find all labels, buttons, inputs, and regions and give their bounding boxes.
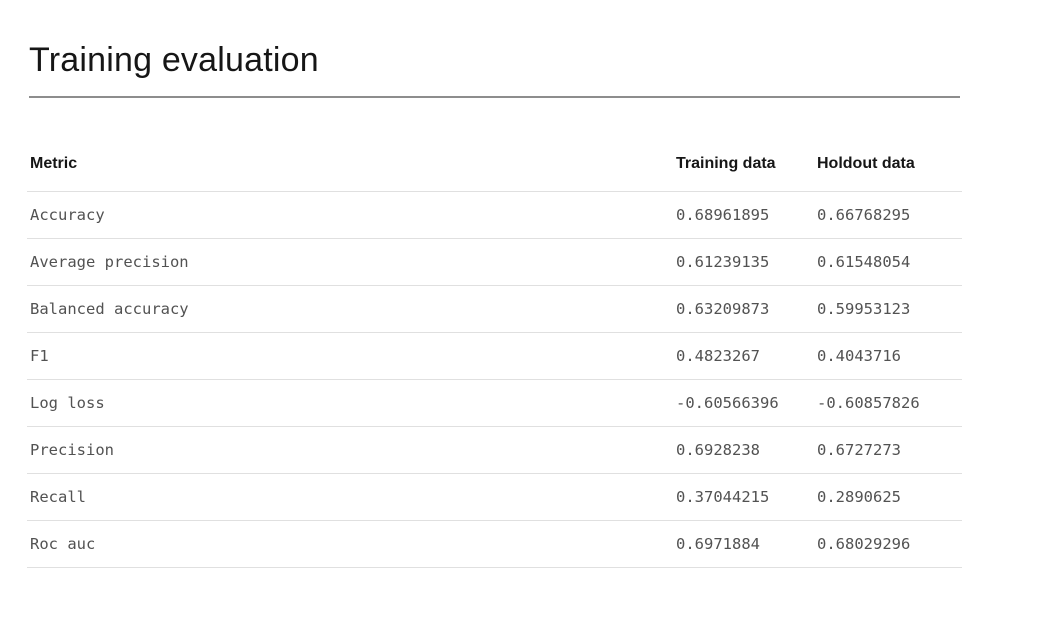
metric-name-cell: Balanced accuracy [27,285,673,333]
training-value-cell: 0.61239135 [673,238,814,286]
training-value-cell: 0.4823267 [673,332,814,380]
table-row: Log loss -0.60566396 -0.60857826 [27,379,962,427]
table-row: Precision 0.6928238 0.6727273 [27,426,962,474]
title-divider [29,96,960,98]
column-header-holdout-data: Holdout data [814,136,962,192]
holdout-value-cell: 0.68029296 [814,520,962,568]
metric-name-cell: Roc auc [27,520,673,568]
holdout-value-cell: 0.66768295 [814,191,962,239]
table-row: Balanced accuracy 0.63209873 0.59953123 [27,285,962,333]
column-header-metric: Metric [27,136,673,192]
training-value-cell: 0.6971884 [673,520,814,568]
column-header-training-data: Training data [673,136,814,192]
page-title: Training evaluation [29,41,319,79]
metric-name-cell: Log loss [27,379,673,427]
holdout-value-cell: 0.59953123 [814,285,962,333]
table-row: F1 0.4823267 0.4043716 [27,332,962,380]
training-value-cell: 0.6928238 [673,426,814,474]
training-value-cell: 0.37044215 [673,473,814,521]
training-value-cell: 0.68961895 [673,191,814,239]
training-value-cell: 0.63209873 [673,285,814,333]
holdout-value-cell: 0.61548054 [814,238,962,286]
table-row: Roc auc 0.6971884 0.68029296 [27,520,962,568]
metric-name-cell: Average precision [27,238,673,286]
training-value-cell: -0.60566396 [673,379,814,427]
metrics-table: Metric Training data Holdout data Accura… [27,136,962,568]
metric-name-cell: F1 [27,332,673,380]
metric-name-cell: Accuracy [27,191,673,239]
table-row: Average precision 0.61239135 0.61548054 [27,238,962,286]
metric-name-cell: Precision [27,426,673,474]
table-row: Accuracy 0.68961895 0.66768295 [27,191,962,239]
metric-name-cell: Recall [27,473,673,521]
table-header-row: Metric Training data Holdout data [27,136,962,192]
holdout-value-cell: -0.60857826 [814,379,962,427]
table-row: Recall 0.37044215 0.2890625 [27,473,962,521]
holdout-value-cell: 0.4043716 [814,332,962,380]
holdout-value-cell: 0.2890625 [814,473,962,521]
holdout-value-cell: 0.6727273 [814,426,962,474]
